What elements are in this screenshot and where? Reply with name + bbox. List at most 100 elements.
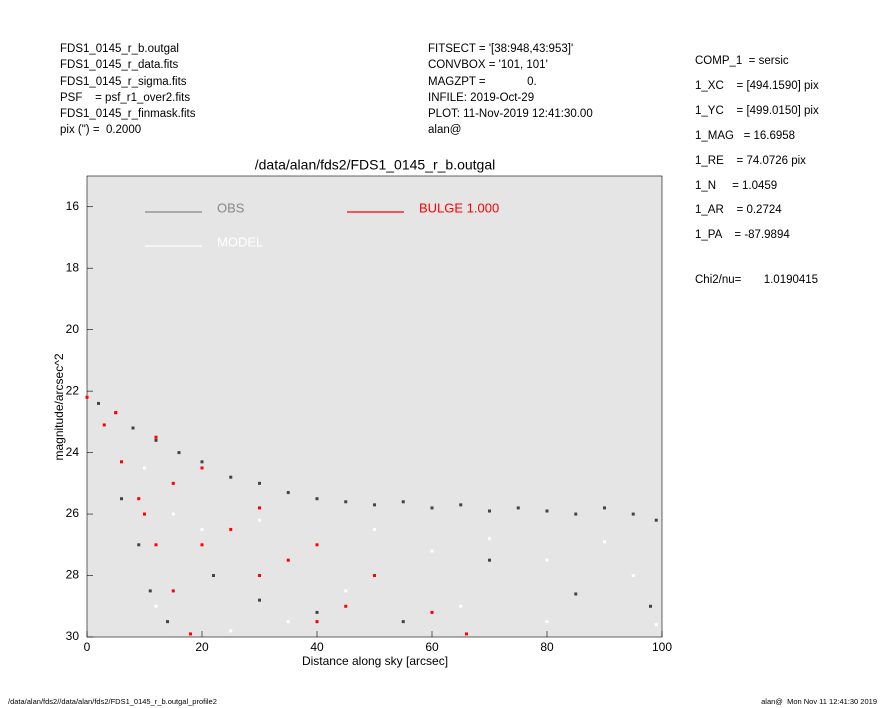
point <box>574 592 578 596</box>
legend-label: OBS <box>217 200 245 215</box>
y-tick-label: 26 <box>66 506 80 520</box>
point <box>189 632 192 636</box>
legend-label: BULGE 1.000 <box>419 200 499 215</box>
point <box>171 481 175 485</box>
point <box>574 512 578 516</box>
point <box>258 574 261 578</box>
header-line: COMP_1 = sersic <box>695 55 789 67</box>
point <box>85 395 89 399</box>
x-axis-label: Distance along sky [arcsec] <box>302 654 448 668</box>
point <box>344 589 348 593</box>
point <box>315 543 319 547</box>
point <box>177 451 181 455</box>
header-line: 1_N = 1.0459 <box>695 179 778 192</box>
chart-title: /data/alan/fds2/FDS1_0145_r_b.outgal <box>255 157 496 173</box>
point <box>430 506 434 510</box>
point <box>344 604 348 608</box>
point <box>430 610 434 614</box>
point <box>654 518 658 522</box>
point <box>373 527 376 531</box>
header-line: 1_AR = 0.2724 <box>695 204 782 217</box>
header-line: CONVBOX = '101, 101' <box>428 59 548 72</box>
point <box>229 527 233 531</box>
header-line: alan@ <box>428 124 462 137</box>
y-tick-label: 18 <box>66 260 80 274</box>
point <box>166 620 169 624</box>
point <box>200 527 204 531</box>
point <box>258 481 261 485</box>
x-tick-label: 60 <box>425 640 439 654</box>
header-line: FITSECT = '[38:948,43:953]' <box>428 43 574 55</box>
header-line: PSF = psf_r1_over2.fits <box>60 91 191 104</box>
point <box>401 620 405 624</box>
point <box>258 518 261 522</box>
x-tick-label: 80 <box>540 640 554 654</box>
header-line: PLOT: 11-Nov-2019 12:41:30.00 <box>428 108 593 121</box>
point <box>258 598 261 602</box>
point <box>373 574 376 578</box>
y-tick-label: 20 <box>66 322 80 336</box>
point <box>114 411 118 415</box>
point <box>401 500 405 504</box>
point <box>154 543 158 547</box>
point <box>120 460 123 464</box>
x-tick-label: 0 <box>84 640 91 654</box>
point <box>545 509 549 513</box>
header-line: pix (") = 0.2000 <box>60 124 142 137</box>
point <box>137 543 141 547</box>
point <box>516 506 520 510</box>
point <box>430 549 434 553</box>
chi2: Chi2/nu= 1.0190415 <box>695 274 819 286</box>
point <box>212 574 215 578</box>
header-line: 1_MAG = 16.6958 <box>695 129 796 142</box>
point <box>488 558 491 562</box>
header-line: 1_XC = [494.1590] pix <box>695 79 819 92</box>
point <box>344 500 348 504</box>
plot-area <box>86 175 663 638</box>
point <box>465 632 468 636</box>
point <box>258 506 261 510</box>
point <box>286 491 290 495</box>
y-tick-label: 16 <box>66 199 80 213</box>
point <box>315 620 319 624</box>
point <box>143 512 146 516</box>
point <box>373 503 376 507</box>
point <box>315 497 319 501</box>
header-line: FDS1_0145_r_b.outgal <box>60 43 179 55</box>
point <box>137 497 141 501</box>
header-line: MAGZPT = 0. <box>428 75 537 88</box>
y-tick-label: 24 <box>66 445 80 459</box>
header-line: FDS1_0145_r_sigma.fits <box>60 75 187 88</box>
point <box>200 466 204 470</box>
point <box>488 537 491 541</box>
header-line: 1_PA = -87.9894 <box>695 229 790 242</box>
point <box>97 401 100 405</box>
point <box>229 475 233 479</box>
footer-right: alan@ Mon Nov 11 12:41:30 2019 <box>761 697 877 706</box>
y-axis-label: magnitude/arcsec^2 <box>52 353 66 460</box>
point <box>102 423 106 427</box>
point <box>200 460 204 464</box>
point <box>120 497 123 501</box>
point <box>545 558 549 562</box>
footer-left: /data/alan/fds2//data/alan/fds2/FDS1_014… <box>8 697 217 706</box>
y-tick-label: 22 <box>66 383 80 397</box>
header-left: FDS1_0145_r_b.outgal FDS1_0145_r_data.fit… <box>60 41 196 139</box>
x-tick-label: 40 <box>310 640 324 654</box>
point <box>154 438 158 442</box>
point <box>148 589 152 593</box>
point <box>286 620 290 624</box>
point <box>171 512 175 516</box>
x-tick-label: 100 <box>652 640 672 654</box>
legend-label: MODEL <box>217 234 263 249</box>
point <box>171 589 175 593</box>
point <box>603 540 606 544</box>
point <box>459 604 463 608</box>
header-line: INFILE: 2019-Oct-29 <box>428 91 535 104</box>
point <box>315 610 319 614</box>
header-line: 1_YC = [499.0150] pix <box>695 104 819 117</box>
header-line: FDS1_0145_r_data.fits <box>60 59 179 72</box>
point <box>654 623 658 627</box>
